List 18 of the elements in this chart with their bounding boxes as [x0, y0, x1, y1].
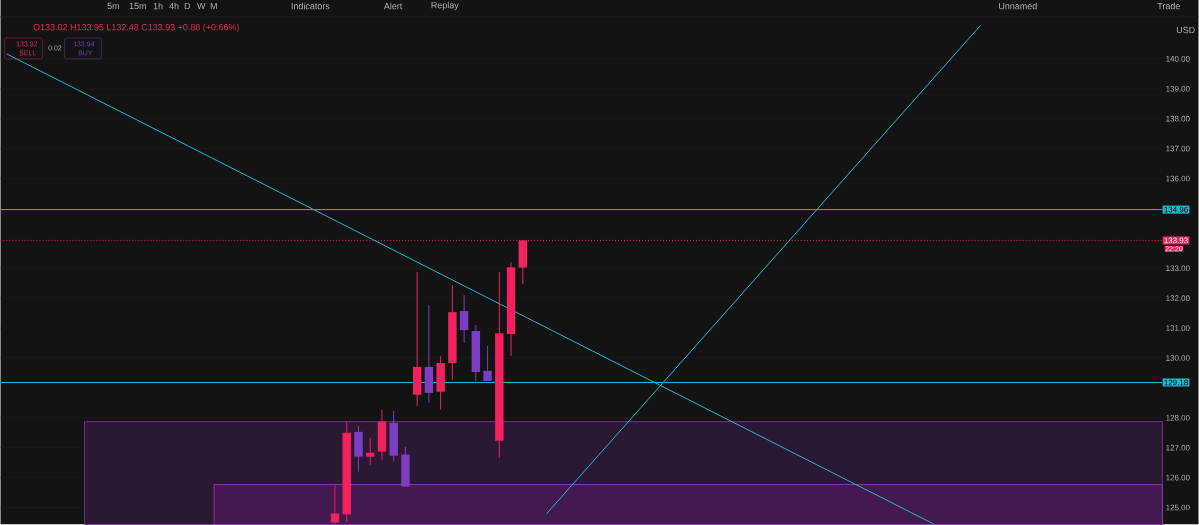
candlestick	[365, 437, 375, 466]
text: 5m	[107, 2, 119, 10]
candlestick	[459, 294, 469, 344]
annotation: O133.02 H133.95 L132.48 C133.93 +0.88 (+0.66%)	[33, 23, 239, 33]
text: Alert	[383, 2, 403, 10]
text: Unnamed	[999, 2, 1037, 10]
text: 1h	[153, 2, 163, 10]
candlestick	[483, 345, 492, 382]
candlestick	[330, 483, 340, 525]
text: Replay	[431, 1, 459, 11]
text: Trade	[1157, 2, 1180, 10]
text: 15m	[129, 2, 146, 10]
text: USD	[1176, 26, 1195, 34]
text: Indicators	[291, 2, 330, 10]
text: D	[184, 2, 191, 10]
text: W	[197, 2, 206, 10]
text: M	[210, 2, 217, 10]
text: 4h	[169, 2, 179, 10]
